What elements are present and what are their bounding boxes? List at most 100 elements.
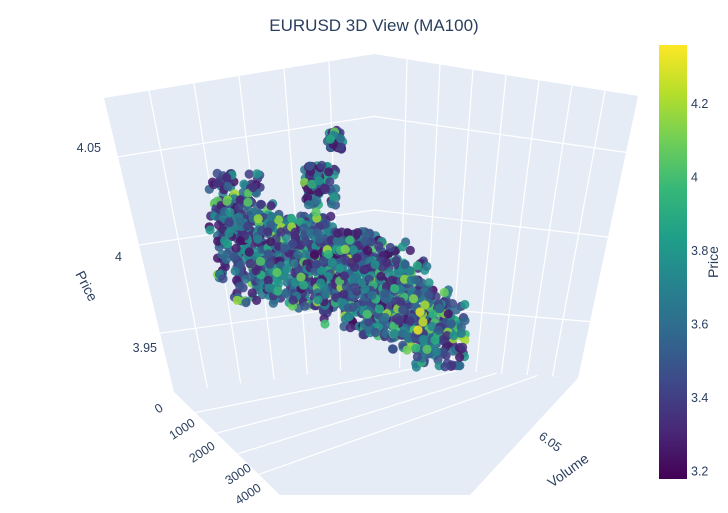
data-point bbox=[222, 172, 232, 183]
z-tick-label: 3.95 bbox=[133, 341, 157, 355]
data-point bbox=[253, 214, 263, 224]
data-point bbox=[370, 260, 380, 270]
data-point bbox=[410, 275, 421, 285]
data-point bbox=[449, 330, 459, 341]
data-point bbox=[272, 267, 282, 278]
data-point bbox=[431, 347, 441, 357]
y-axis-ticks: 6.05 bbox=[536, 429, 564, 455]
grid-line bbox=[159, 303, 375, 334]
data-point bbox=[295, 265, 305, 275]
data-point bbox=[385, 242, 395, 253]
data-point bbox=[387, 275, 397, 285]
data-point bbox=[460, 335, 470, 345]
data-point bbox=[442, 331, 452, 341]
data-point bbox=[235, 281, 245, 291]
grid-line bbox=[373, 115, 627, 153]
data-point bbox=[251, 265, 261, 276]
data-point bbox=[438, 347, 448, 357]
data-point bbox=[222, 196, 232, 206]
data-point bbox=[439, 287, 449, 298]
data-point bbox=[235, 236, 246, 246]
data-point bbox=[353, 228, 363, 238]
data-point bbox=[314, 176, 324, 186]
data-point bbox=[341, 255, 351, 265]
floor bbox=[174, 366, 578, 495]
data-point bbox=[231, 243, 241, 253]
data-point bbox=[382, 258, 392, 268]
data-point bbox=[405, 245, 415, 255]
data-point bbox=[265, 259, 275, 269]
colorbar-tick-label: 3.8 bbox=[691, 244, 708, 258]
data-point bbox=[434, 303, 444, 313]
data-point bbox=[400, 259, 410, 269]
data-point bbox=[350, 262, 360, 272]
data-point bbox=[398, 305, 408, 315]
data-point bbox=[279, 270, 289, 281]
data-point bbox=[212, 168, 222, 178]
data-point bbox=[362, 309, 372, 319]
z-axis-label: Price bbox=[72, 268, 101, 304]
data-point bbox=[329, 192, 339, 202]
data-point bbox=[288, 295, 298, 305]
data-point bbox=[306, 228, 316, 238]
chart-title: EURUSD 3D View (MA100) bbox=[269, 16, 478, 35]
data-point bbox=[456, 328, 466, 338]
data-point bbox=[428, 309, 438, 319]
data-point bbox=[280, 243, 290, 253]
data-point bbox=[307, 179, 317, 189]
grid-line bbox=[237, 372, 497, 455]
data-point bbox=[455, 361, 465, 371]
data-point bbox=[397, 242, 408, 252]
data-point bbox=[321, 289, 331, 299]
data-point bbox=[412, 261, 422, 271]
data-point bbox=[312, 196, 322, 206]
data-point bbox=[245, 272, 256, 282]
data-point bbox=[415, 307, 425, 317]
grid-line bbox=[373, 209, 609, 238]
data-point bbox=[334, 263, 345, 273]
data-point bbox=[374, 304, 384, 314]
data-point bbox=[396, 297, 406, 307]
data-point bbox=[245, 259, 255, 269]
data-point bbox=[370, 327, 380, 338]
data-point bbox=[460, 315, 470, 326]
data-point bbox=[313, 295, 323, 305]
data-point bbox=[235, 260, 246, 270]
z-tick-label: 4 bbox=[115, 250, 122, 264]
data-point bbox=[389, 329, 399, 339]
data-point bbox=[247, 288, 257, 298]
data-point bbox=[263, 275, 273, 285]
data-point bbox=[360, 236, 370, 246]
scatter-points bbox=[204, 125, 470, 372]
data-point bbox=[359, 265, 369, 275]
data-point bbox=[345, 323, 355, 333]
data-point bbox=[256, 199, 266, 209]
data-point bbox=[402, 345, 412, 355]
colorbar-tick-label: 3.4 bbox=[691, 391, 708, 405]
data-point bbox=[339, 289, 349, 299]
data-point bbox=[320, 183, 330, 193]
data-point bbox=[325, 177, 335, 187]
data-point bbox=[263, 227, 273, 237]
data-point bbox=[422, 344, 432, 354]
data-point bbox=[351, 272, 361, 282]
data-point bbox=[225, 207, 235, 217]
data-point bbox=[253, 234, 263, 244]
x-tick-label: 4000 bbox=[233, 481, 264, 508]
data-point bbox=[224, 228, 234, 238]
data-point bbox=[380, 312, 390, 323]
data-point bbox=[318, 256, 328, 266]
z-axis-ticks: 4.05 4 3.95 bbox=[77, 141, 157, 355]
data-point bbox=[213, 236, 223, 246]
data-point bbox=[363, 246, 373, 256]
data-point bbox=[273, 215, 284, 225]
data-point bbox=[345, 235, 355, 245]
data-point bbox=[390, 283, 400, 294]
colorbar-tick-label: 4.2 bbox=[691, 97, 708, 111]
y-tick-label: 6.05 bbox=[536, 429, 564, 455]
data-point bbox=[364, 317, 374, 327]
data-point bbox=[235, 217, 245, 227]
data-point bbox=[266, 201, 276, 211]
data-point bbox=[327, 257, 337, 267]
